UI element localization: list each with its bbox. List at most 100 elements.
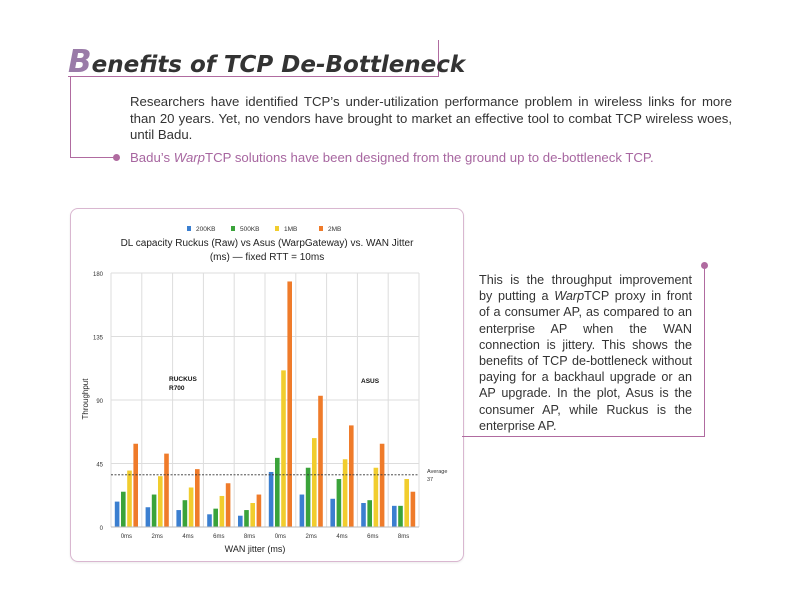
average-value: 37 — [427, 477, 433, 483]
annotation-model: R700 — [169, 385, 185, 392]
chart-annotations: RUCKUS R700 ASUS — [169, 376, 380, 392]
bar-500kb — [244, 510, 249, 527]
annotation-ruckus: RUCKUS — [169, 376, 197, 383]
bar-1mb — [158, 476, 163, 527]
title-rest: enefits of TCP De-Bottleneck — [91, 52, 466, 78]
side-note-part1: This is the throughput improvement by pu… — [479, 273, 692, 304]
bar-1mb — [127, 470, 132, 527]
bar-500kb — [121, 491, 126, 527]
bar-1mb — [219, 495, 225, 527]
x-tick-label: 4ms — [182, 534, 193, 540]
bar-200kb — [330, 498, 335, 527]
y-tick-label: 45 — [96, 463, 103, 469]
highlight-prefix: Badu’s — [130, 150, 174, 165]
throughput-chart: 200KB 500KB 1MB 2MB DL capacity Ruckus (Raw… — [81, 226, 447, 554]
bar-200kb — [145, 507, 151, 527]
bar-2mb — [164, 453, 169, 527]
bar-200kb — [207, 514, 212, 527]
x-tick-label: 6ms — [213, 534, 224, 540]
average-label: Average — [427, 469, 447, 475]
bar-1mb — [250, 503, 255, 527]
legend-label: 200KB — [196, 226, 216, 233]
bar-2mb — [349, 425, 354, 527]
bar-200kb — [268, 471, 274, 527]
highlight-italic: Warp — [173, 150, 206, 165]
chart-title-line1: DL capacity Ruckus (Raw) vs Asus (WarpGa… — [121, 238, 415, 249]
bar-200kb — [176, 510, 181, 527]
page-title: Benefits of TCP De-Bottleneck — [68, 44, 465, 80]
bar-2mb — [256, 494, 262, 527]
bar-500kb — [336, 479, 342, 527]
x-tick-label: 0ms — [275, 534, 286, 540]
side-note: This is the throughput improvement by pu… — [479, 272, 692, 434]
bar-500kb — [367, 500, 372, 527]
legend-label: 2MB — [328, 226, 341, 233]
bar-1mb — [342, 459, 348, 527]
bar-1mb — [281, 370, 286, 527]
bar-2mb — [318, 395, 323, 527]
bar-2mb — [195, 469, 200, 527]
intro-bracket — [70, 76, 71, 158]
x-tick-label: 2ms — [306, 534, 317, 540]
bar-2mb — [225, 483, 231, 527]
chart-title-line2: (ms) — fixed RTT = 10ms — [210, 252, 324, 263]
bar-500kb — [398, 505, 403, 527]
chart-x-label: WAN jitter (ms) — [225, 544, 286, 554]
intro-paragraph: Researchers have identified TCP’s under-… — [130, 94, 732, 142]
bar-500kb — [151, 494, 157, 527]
bar-200kb — [361, 503, 366, 527]
y-tick-label: 90 — [96, 399, 103, 405]
bar-500kb — [275, 457, 280, 527]
x-tick-label: 6ms — [367, 534, 378, 540]
side-note-part2: TCP proxy in front of a consumer AP, as … — [479, 289, 692, 433]
chart-legend: 200KB 500KB 1MB 2MB — [187, 226, 341, 233]
title-frame: Benefits of TCP De-Bottleneck — [68, 40, 465, 80]
x-tick-label: 0ms — [121, 534, 132, 540]
chart-x-ticks: 0ms 2ms 4ms 6ms 8ms 0ms 2ms 4ms 6ms 8ms — [121, 534, 410, 540]
bar-500kb — [213, 508, 218, 527]
legend-swatch-1mb — [275, 226, 279, 231]
annotation-asus: ASUS — [361, 378, 380, 385]
side-note-dot — [701, 262, 708, 269]
chart-y-label: Throughput — [81, 378, 90, 420]
legend-label: 1MB — [284, 226, 297, 233]
bar-500kb — [305, 467, 311, 527]
legend-swatch-2mb — [319, 226, 323, 231]
x-tick-label: 8ms — [244, 534, 255, 540]
bar-1mb — [188, 487, 194, 527]
intro-bracket-line — [70, 157, 116, 158]
legend-swatch-200kb — [187, 226, 191, 231]
chart-card: 200KB 500KB 1MB 2MB DL capacity Ruckus (Raw… — [70, 208, 464, 562]
bar-2mb — [133, 443, 138, 527]
bar-2mb — [379, 443, 385, 527]
bar-200kb — [238, 515, 243, 527]
highlight-suffix: TCP solutions have been designed from th… — [205, 150, 654, 165]
bar-1mb — [373, 467, 379, 527]
highlight-line: Badu’s WarpTCP solutions have been desig… — [130, 150, 770, 165]
title-cap-letter: B — [68, 44, 92, 80]
side-note-italic: Warp — [554, 289, 585, 304]
bar-200kb — [299, 494, 305, 527]
legend-swatch-500kb — [231, 226, 235, 231]
y-tick-label: 0 — [100, 526, 104, 532]
average-line-group: Average 37 — [111, 469, 447, 483]
legend-label: 500KB — [240, 226, 260, 233]
x-tick-label: 8ms — [398, 534, 409, 540]
chart-bars — [111, 281, 419, 528]
y-tick-label: 180 — [93, 272, 104, 278]
y-tick-label: 135 — [93, 336, 104, 342]
chart-grid — [110, 272, 420, 528]
bar-2mb — [287, 281, 292, 527]
bar-2mb — [410, 491, 416, 527]
bar-200kb — [392, 505, 397, 527]
intro-bullet-dot — [113, 154, 120, 161]
chart-y-ticks: 0 45 90 135 180 — [93, 272, 104, 532]
bar-1mb — [312, 438, 317, 527]
side-note-bracket — [704, 268, 705, 436]
bar-500kb — [182, 500, 188, 527]
bar-200kb — [114, 501, 120, 527]
x-tick-label: 2ms — [152, 534, 163, 540]
side-note-bracket-line — [462, 436, 705, 437]
x-tick-label: 4ms — [336, 534, 347, 540]
bar-1mb — [404, 479, 409, 527]
